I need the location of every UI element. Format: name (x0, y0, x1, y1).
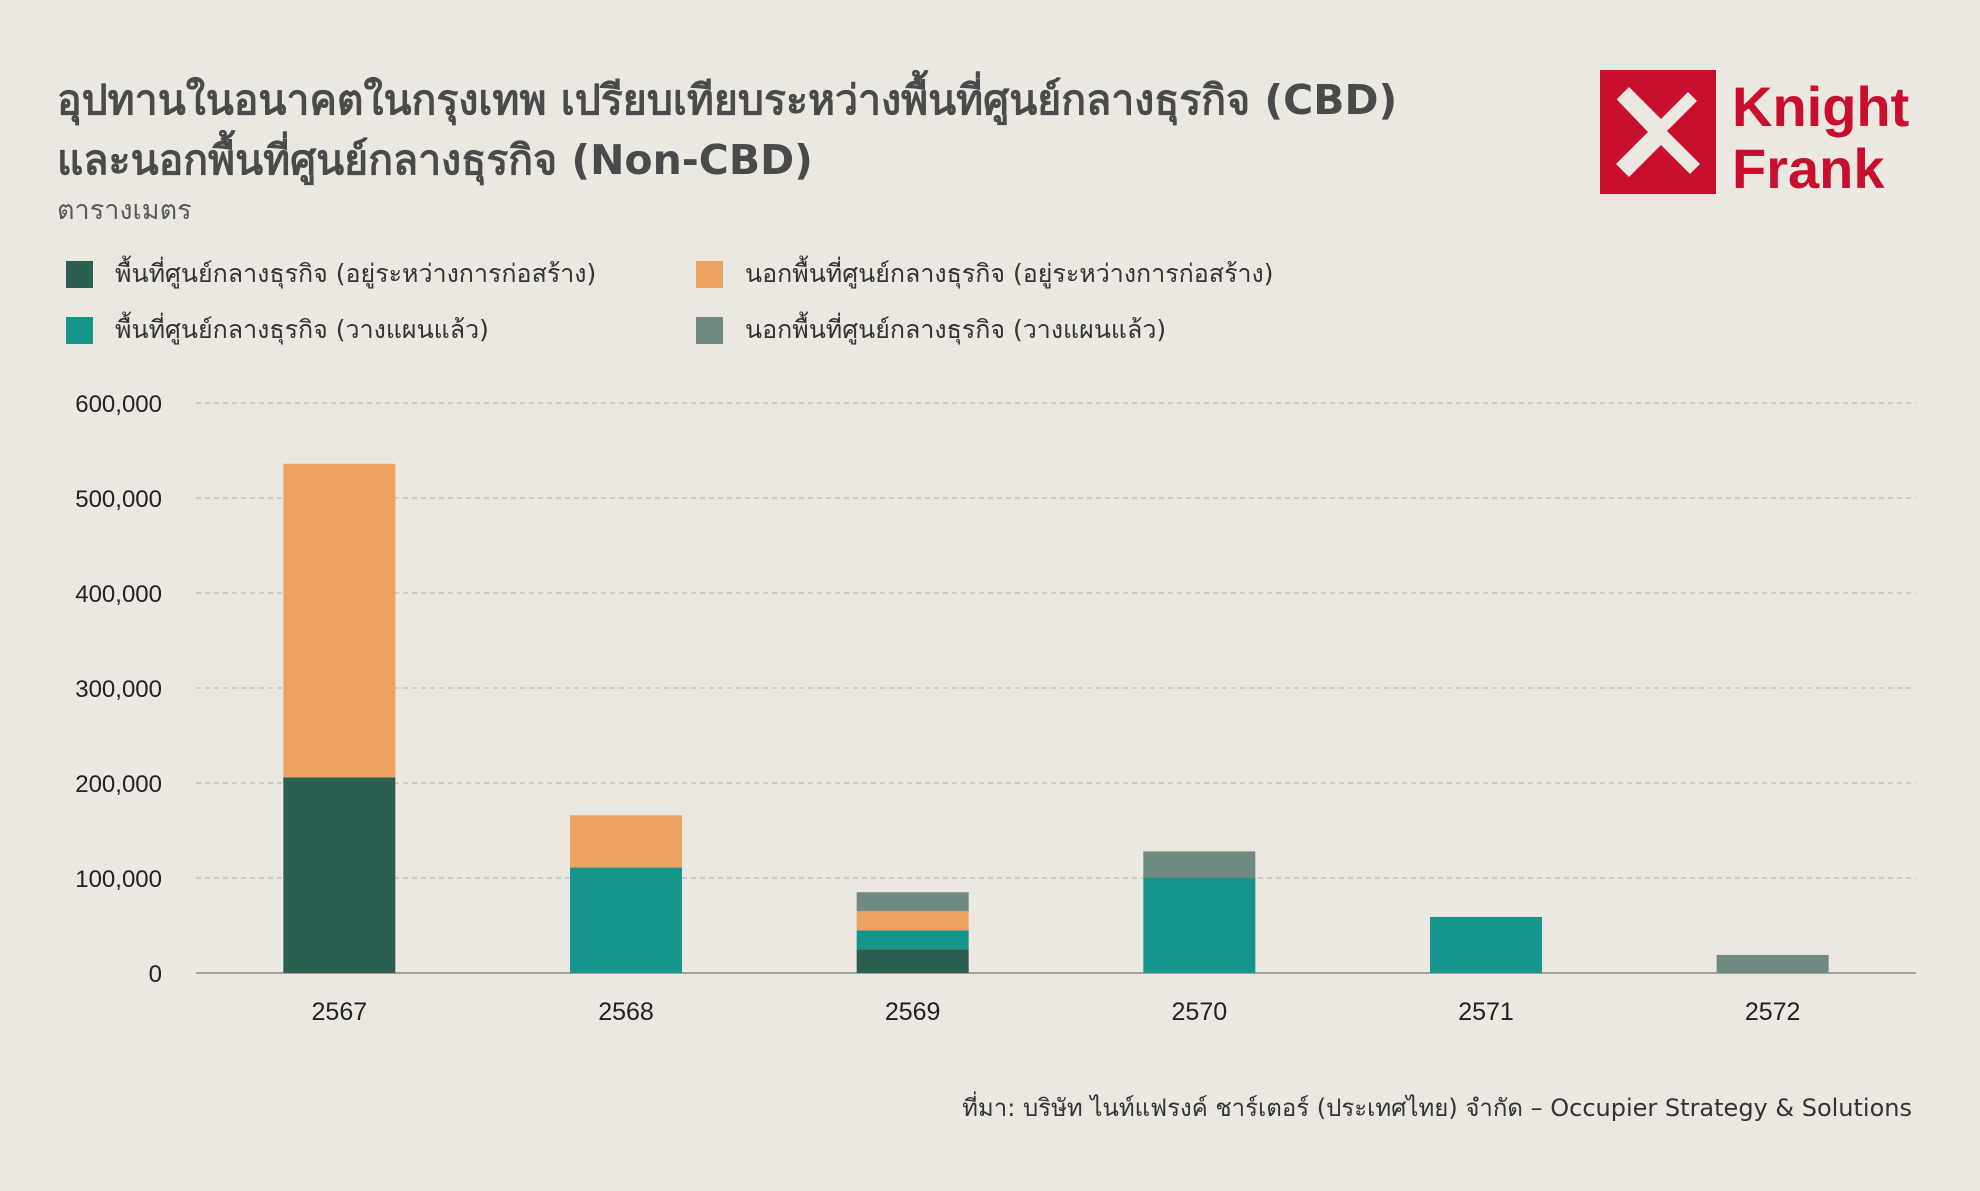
legend-label: พื้นที่ศูนย์กลางธุรกิจ (อยู่ระหว่างการก่… (115, 259, 597, 288)
bar-segment (283, 463, 396, 778)
y-tick-label: 200,000 (75, 771, 162, 798)
logo-line-2: Frank (1732, 137, 1885, 194)
bar-segment (1430, 916, 1542, 973)
legend-item-noncbd-construction: นอกพื้นที่ศูนย์กลางธุรกิจ (อยู่ระหว่างกา… (696, 258, 1274, 290)
bar-segment (283, 777, 396, 973)
legend-label: พื้นที่ศูนย์กลางธุรกิจ (วางแผนแล้ว) (115, 315, 489, 344)
bar-segment (1143, 851, 1256, 878)
source-note: ที่มา: บริษัท ไนท์แฟรงค์ ชาร์เตอร์ (ประเ… (962, 1094, 1912, 1122)
bar-segment (856, 930, 969, 950)
legend-item-cbd-construction: พื้นที่ศูนย์กลางธุรกิจ (อยู่ระหว่างการก่… (66, 258, 596, 290)
bar-segment (856, 949, 969, 973)
legend-label: นอกพื้นที่ศูนย์กลางธุรกิจ (อยู่ระหว่างกา… (745, 259, 1274, 288)
legend-swatch (696, 316, 723, 344)
unit-subtitle: ตารางเมตร (57, 195, 192, 226)
title-line-1: อุปทานในอนาคตในกรุงเทพ เปรียบเทียบระหว่า… (57, 76, 1398, 124)
bar-segment (856, 892, 969, 912)
x-tick-label: 2567 (312, 998, 368, 1026)
legend-swatch (696, 260, 723, 288)
bar-segment (1143, 878, 1256, 973)
x-tick-label: 2568 (598, 998, 654, 1026)
x-tick-label: 2572 (1745, 998, 1801, 1026)
bar-segment (570, 815, 682, 868)
y-tick-label: 100,000 (75, 866, 162, 893)
legend-swatch (66, 316, 93, 344)
bar-segment (570, 867, 682, 973)
legend-swatch (66, 260, 93, 288)
y-tick-label: 500,000 (75, 486, 162, 513)
y-tick-label: 600,000 (75, 391, 162, 418)
knight-frank-logo: Knight Frank (1600, 70, 1909, 194)
logo-line-1: Knight (1732, 75, 1909, 138)
bar-segment (856, 911, 969, 931)
x-tick-label: 2570 (1172, 998, 1228, 1026)
y-tick-label: 0 (149, 961, 162, 988)
y-tick-label: 400,000 (75, 581, 162, 608)
y-tick-label: 300,000 (75, 676, 162, 703)
legend-item-noncbd-planned: นอกพื้นที่ศูนย์กลางธุรกิจ (วางแผนแล้ว) (696, 314, 1166, 346)
bar-segment (1716, 954, 1829, 973)
x-tick-label: 2569 (885, 998, 941, 1026)
title-line-2: และนอกพื้นที่ศูนย์กลางธุรกิจ (Non-CBD) (57, 136, 813, 184)
legend-item-cbd-planned: พื้นที่ศูนย์กลางธุรกิจ (วางแผนแล้ว) (66, 314, 489, 346)
legend-label: นอกพื้นที่ศูนย์กลางธุรกิจ (วางแผนแล้ว) (745, 315, 1167, 344)
chart-title: อุปทานในอนาคตในกรุงเทพ เปรียบเทียบระหว่า… (57, 70, 1537, 190)
stacked-bar-chart: 0 100,000 200,000 300,000 400,000 500,000 600,… (75, 391, 1916, 1026)
x-tick-label: 2571 (1458, 998, 1514, 1026)
legend: พื้นที่ศูนย์กลางธุรกิจ (อยู่ระหว่างการก่… (66, 258, 1466, 358)
